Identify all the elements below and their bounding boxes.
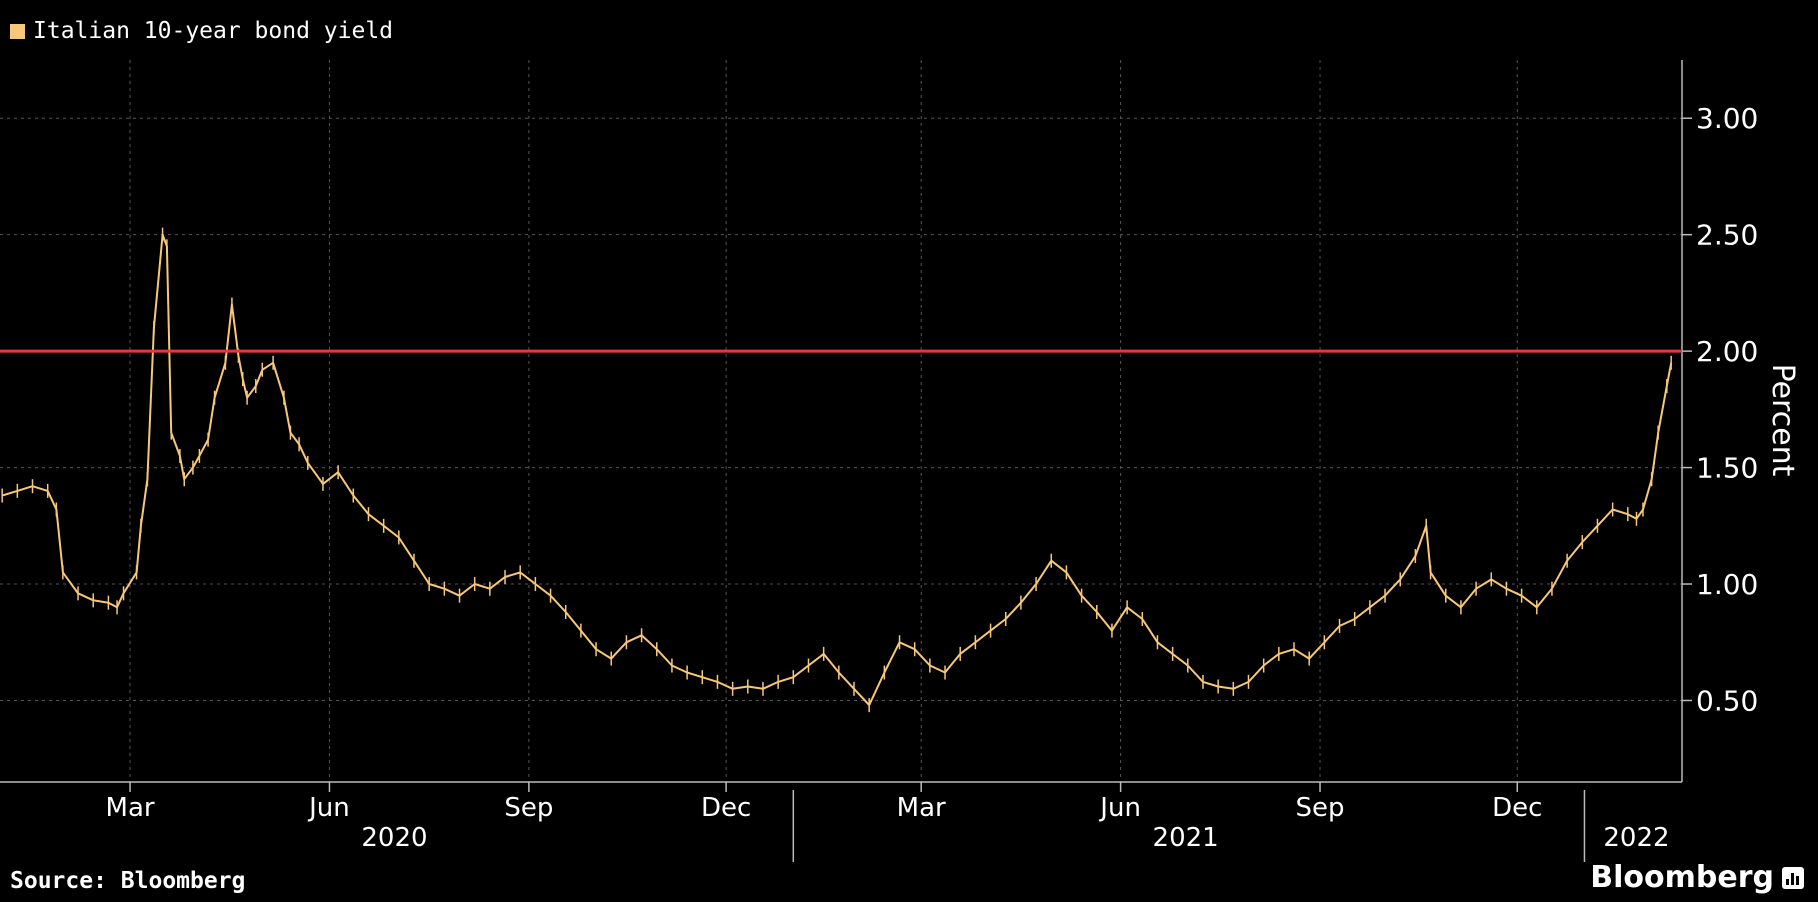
series-line bbox=[1, 233, 1673, 707]
x-tick-label: Sep bbox=[504, 793, 553, 823]
year-label: 2021 bbox=[1153, 823, 1219, 853]
x-tick-label: Mar bbox=[897, 793, 946, 823]
x-tick-label: Mar bbox=[106, 793, 155, 823]
y-tick-label: 2.50 bbox=[1696, 219, 1758, 252]
x-tick-label: Jun bbox=[1098, 793, 1141, 823]
brand-name: Bloomberg bbox=[1590, 860, 1774, 895]
legend-label: Italian 10-year bond yield bbox=[33, 18, 394, 44]
y-tick-label: 1.50 bbox=[1696, 452, 1758, 485]
bar-chart-icon bbox=[1782, 866, 1804, 889]
bloomberg-logo: Bloomberg bbox=[1590, 860, 1804, 895]
axes bbox=[0, 60, 1692, 862]
year-label: 2020 bbox=[361, 823, 427, 853]
legend: Italian 10-year bond yield bbox=[10, 18, 393, 44]
source-note: Source: Bloomberg bbox=[10, 868, 246, 894]
x-tick-label: Dec bbox=[701, 793, 751, 823]
y-tick-label: 2.00 bbox=[1696, 335, 1758, 368]
year-label: 2022 bbox=[1603, 823, 1669, 853]
y-tick-label: 0.50 bbox=[1696, 684, 1758, 717]
x-tick-label: Dec bbox=[1492, 793, 1542, 823]
y-tick-label: 3.00 bbox=[1696, 102, 1758, 135]
legend-swatch bbox=[10, 23, 25, 39]
x-tick-label: Sep bbox=[1296, 793, 1345, 823]
y-axis-label: Percent bbox=[1765, 364, 1800, 477]
tick-labels: 0.50 1.00 1.50 2.00 2.50 3.00 Mar Jun Sep Dec Mar J… bbox=[106, 102, 1759, 853]
series-layer bbox=[1, 227, 1673, 713]
x-tick-label: Jun bbox=[307, 793, 350, 823]
y-tick-label: 1.00 bbox=[1696, 568, 1758, 601]
